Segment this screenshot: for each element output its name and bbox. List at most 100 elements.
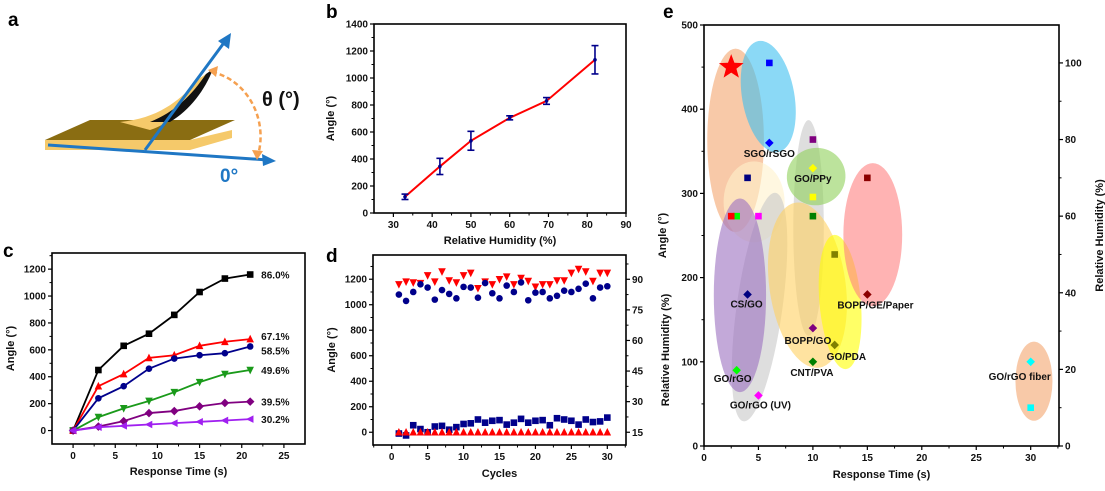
data-point <box>510 288 518 296</box>
y-tick-label: 200 <box>29 399 46 410</box>
y-tick-label: 1200 <box>346 47 369 58</box>
data-point <box>246 334 254 343</box>
data-point <box>489 289 496 297</box>
y2-tick-label: 40 <box>1065 288 1077 299</box>
data-point <box>503 282 510 289</box>
y-tick-label: 200 <box>351 182 368 193</box>
data-point <box>220 416 229 425</box>
bent-film-top <box>150 69 213 122</box>
data-point <box>524 419 532 426</box>
data-point <box>119 416 128 426</box>
star-marker <box>718 54 744 78</box>
y-axis-title: Angle (°) <box>657 212 669 258</box>
y-tick-label: 0 <box>692 442 698 453</box>
data-point <box>438 422 446 430</box>
chart-d: 0 5 10 15 20 25 30 0 200 400 600 800 1000 1200 15 30 45 6… <box>326 254 672 480</box>
series-label: 58.5% <box>261 346 289 357</box>
data-point <box>481 427 489 436</box>
y-tick-label: 1400 <box>346 20 369 31</box>
x-tick-label: 10 <box>458 452 470 463</box>
data-point <box>95 366 102 374</box>
data-point <box>466 427 475 436</box>
panel-letter-b: b <box>326 2 338 23</box>
data-point <box>766 59 773 67</box>
data-point <box>539 288 546 296</box>
data-point <box>496 295 503 302</box>
data-point <box>196 288 203 296</box>
data-point <box>553 427 561 436</box>
data-point <box>195 378 204 387</box>
series-line <box>72 273 251 431</box>
data-point <box>754 391 763 400</box>
data-point <box>733 212 740 220</box>
data-point <box>170 355 178 362</box>
data-point <box>560 287 568 295</box>
y2-tick-label: 90 <box>632 275 644 286</box>
x-tick-label: 0 <box>701 453 707 464</box>
y-tick-label: 800 <box>351 101 368 112</box>
data-point <box>438 286 446 294</box>
data-point <box>546 295 554 302</box>
data-point <box>496 416 503 424</box>
panel-letter-c: c <box>3 241 14 262</box>
data-point <box>423 427 432 436</box>
data-point <box>488 281 497 289</box>
data-point <box>416 427 425 436</box>
plot-marks: 86.0% 67.1% 58.5% 49.6% 39.5% 30.2% <box>68 271 290 435</box>
y-tick-label: 1000 <box>346 74 369 85</box>
data-point <box>220 398 230 408</box>
data-point <box>94 423 102 431</box>
x-tick-label: 25 <box>566 452 578 463</box>
axes: 0 5 10 15 20 25 300100200300400500020406080100… <box>657 21 1105 482</box>
data-point <box>755 212 762 220</box>
y2-tick-label: 45 <box>632 367 644 378</box>
data-point <box>409 427 418 436</box>
data-point <box>395 281 403 289</box>
point-label: BOPP/GE/Paper <box>837 300 913 311</box>
data-point <box>195 418 203 426</box>
data-point <box>864 174 871 182</box>
data-point <box>409 288 417 296</box>
data-point <box>765 138 774 148</box>
data-point <box>582 416 590 423</box>
data-point <box>409 279 418 287</box>
data-point <box>431 423 439 430</box>
data-point <box>553 414 561 422</box>
data-point <box>560 427 568 436</box>
diagram-a: θ (°) 0° <box>45 33 300 187</box>
data-point <box>460 283 467 291</box>
y-tick-label: 500 <box>681 21 698 32</box>
data-point <box>395 427 403 436</box>
point-label: CS/GO <box>730 299 762 310</box>
data-point <box>170 311 178 319</box>
data-point <box>589 418 597 426</box>
data-point <box>488 427 497 436</box>
data-point <box>438 268 446 276</box>
data-point <box>567 269 576 278</box>
data-point <box>502 273 511 281</box>
data-point <box>1026 357 1035 367</box>
shaded-region <box>740 40 796 153</box>
y2-tick-label: 20 <box>1065 365 1077 376</box>
data-point <box>546 427 554 436</box>
x-tick-label: 20 <box>236 451 248 462</box>
data-point <box>510 419 518 426</box>
y2-tick-label: 30 <box>632 397 644 408</box>
y-tick-label: 1200 <box>24 265 47 276</box>
y-tick-label: 400 <box>681 105 698 116</box>
charts: 30 40 50 60 70 80 900200400600800100012001400R… <box>5 20 1105 482</box>
data-point <box>438 427 446 436</box>
y-tick-label: 600 <box>350 351 367 362</box>
data-point <box>195 341 204 350</box>
zero-degree-label: 0° <box>220 166 238 187</box>
data-point <box>474 427 482 436</box>
data-point <box>546 421 554 429</box>
data-point <box>453 423 460 431</box>
data-point <box>495 427 504 436</box>
data-point <box>603 427 612 436</box>
data-point <box>481 419 489 426</box>
axes: 0 5 10 15 20 25 30 0 200 400 600 800 1000 1200 15 30 45 6… <box>326 254 672 480</box>
angle-arc-arrowhead-bottom <box>252 150 263 160</box>
data-point <box>424 284 431 291</box>
